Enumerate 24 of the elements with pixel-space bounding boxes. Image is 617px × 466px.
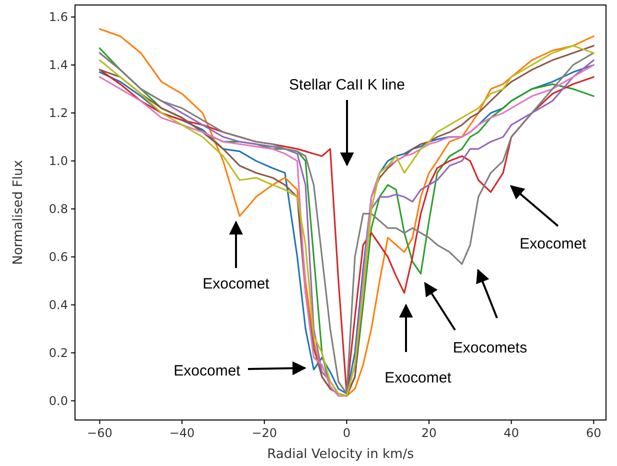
x-tick-label: −60 [87, 426, 112, 440]
annotation: Exocomets [452, 339, 528, 356]
annotation: Exocomet [174, 362, 242, 380]
y-tick-label: 1.2 [48, 106, 68, 120]
y-tick-label: 0.4 [48, 298, 68, 312]
y-tick-label: 1.4 [48, 58, 68, 72]
y-tick-label: 0.2 [48, 346, 68, 360]
y-tick-label: 0.6 [48, 250, 68, 264]
y-axis-title: Normalised Flux [11, 160, 26, 265]
annotation: Exocomet [202, 275, 270, 292]
x-tick-label: −20 [252, 426, 278, 440]
annotation: Stellar CaII K line [289, 76, 405, 94]
x-tick-label: 60 [586, 426, 602, 440]
annotation: Exocomet [384, 369, 452, 386]
x-tick-label: 0 [342, 426, 350, 440]
x-tick-label: 40 [504, 426, 519, 440]
x-tick-label: 20 [421, 426, 437, 440]
y-tick-label: 1.0 [48, 154, 68, 168]
x-axis-title: Radial Velocity in km/s [267, 447, 414, 462]
x-tick-label: −40 [169, 426, 195, 440]
y-tick-label: 0.8 [48, 202, 68, 216]
y-tick-label: 0.0 [48, 394, 68, 408]
annotation: Exocomet [520, 235, 588, 252]
y-tick-label: 1.6 [48, 10, 68, 24]
